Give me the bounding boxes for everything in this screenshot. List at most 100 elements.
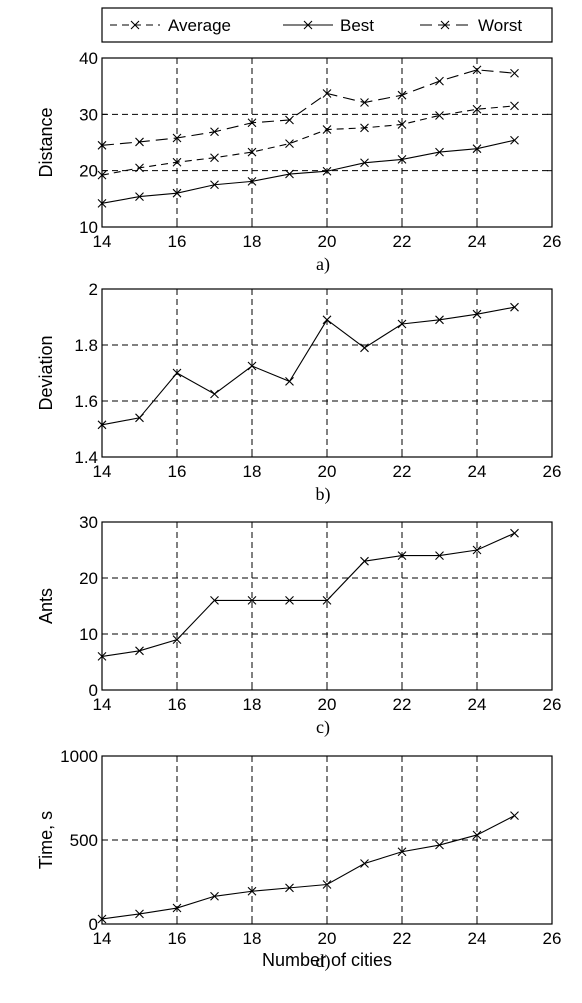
data-point-marker — [285, 377, 294, 386]
data-point-marker — [322, 315, 332, 325]
panel-caption: b) — [316, 484, 331, 505]
data-point-marker — [97, 140, 107, 150]
series-line-worst — [101, 69, 515, 146]
data-point-marker — [97, 652, 107, 661]
y-axis-label: Ants — [36, 588, 56, 624]
chart-panel-4: 14 16 18 20 22 24 26 0 500 1000 Time, s Number of c… — [36, 747, 561, 972]
x-tick-label: 26 — [543, 929, 562, 948]
data-point-marker — [135, 909, 144, 919]
data-point-marker — [472, 65, 482, 75]
data-point-marker — [397, 847, 407, 857]
y-tick-label: 2 — [89, 280, 98, 299]
x-tick-label: 22 — [393, 695, 412, 714]
x-tick-label: 20 — [318, 929, 337, 948]
data-point-marker — [210, 596, 219, 605]
data-point-marker — [172, 188, 182, 198]
data-point-marker — [472, 144, 482, 154]
data-point-marker — [247, 361, 257, 371]
x-tick-label: 26 — [543, 462, 562, 481]
x-tick-label: 24 — [468, 232, 487, 251]
x-tick-label: 16 — [168, 462, 187, 481]
legend-marker — [130, 20, 140, 30]
data-point-marker — [435, 840, 444, 850]
data-point-marker — [97, 198, 107, 208]
data-point-marker — [360, 859, 369, 868]
data-point-marker — [397, 90, 407, 100]
data-point-marker — [97, 914, 107, 924]
x-tick-label: 18 — [243, 232, 262, 251]
x-tick-label: 14 — [93, 232, 112, 251]
data-point-marker — [510, 528, 519, 538]
y-tick-label: 30 — [79, 513, 98, 532]
y-tick-label: 1.8 — [74, 336, 98, 355]
data-point-marker — [135, 192, 144, 201]
x-tick-label: 18 — [243, 929, 262, 948]
data-point-marker — [397, 551, 407, 560]
y-tick-label: 10 — [79, 218, 98, 237]
data-point-marker — [210, 180, 219, 190]
legend-label: Best — [340, 16, 374, 35]
data-point-marker — [285, 596, 294, 605]
data-point-marker — [397, 120, 407, 129]
x-tick-label: 14 — [93, 462, 112, 481]
data-point-marker — [172, 635, 182, 644]
panel-caption: d) — [316, 951, 331, 972]
data-point-marker — [210, 891, 219, 901]
data-point-marker — [510, 302, 519, 312]
data-point-marker — [397, 319, 407, 329]
data-point-marker — [360, 556, 369, 566]
y-axis-label: Time, s — [36, 811, 56, 869]
legend-label: Worst — [478, 16, 522, 35]
series-line-best — [101, 139, 515, 204]
data-point-marker — [435, 315, 444, 325]
x-tick-label: 20 — [318, 462, 337, 481]
data-point-marker — [172, 157, 182, 167]
data-point-marker — [510, 135, 519, 145]
data-point-marker — [435, 551, 444, 560]
chart-panel-3: 14 16 18 20 22 24 26 0 10 20 30 Ants c) — [36, 513, 561, 738]
series-line — [101, 815, 515, 920]
data-point-marker — [247, 886, 257, 896]
data-point-marker — [322, 166, 332, 176]
x-tick-label: 24 — [468, 695, 487, 714]
data-point-marker — [435, 111, 444, 120]
data-point-marker — [285, 115, 294, 125]
data-point-marker — [247, 147, 257, 157]
data-point-marker — [210, 153, 219, 163]
chart-panel-1: 14 16 18 20 22 24 26 10 20 30 40 Distance a) Average B… — [36, 7, 561, 275]
panel-caption: a) — [316, 254, 330, 275]
data-point-marker — [97, 170, 107, 180]
x-tick-label: 18 — [243, 695, 262, 714]
x-axis-label: Number of cities — [262, 950, 392, 970]
data-point-marker — [172, 903, 182, 913]
y-tick-label: 20 — [79, 162, 98, 181]
series-line — [101, 532, 515, 657]
y-tick-label: 30 — [79, 105, 98, 124]
data-point-marker — [360, 343, 369, 353]
data-point-marker — [285, 883, 294, 893]
data-point-marker — [97, 420, 107, 430]
data-point-marker — [322, 89, 332, 98]
data-point-marker — [397, 155, 407, 164]
series-line-average — [101, 105, 515, 176]
data-point-marker — [510, 68, 519, 78]
x-tick-label: 20 — [318, 232, 337, 251]
data-point-marker — [285, 169, 294, 179]
x-tick-label: 16 — [168, 929, 187, 948]
data-point-marker — [360, 98, 369, 107]
x-tick-label: 26 — [543, 695, 562, 714]
x-tick-label: 16 — [168, 232, 187, 251]
data-point-marker — [247, 596, 257, 605]
data-point-marker — [510, 101, 519, 111]
data-point-marker — [472, 830, 482, 840]
x-tick-label: 18 — [243, 462, 262, 481]
y-axis-label: Distance — [36, 107, 56, 177]
data-point-marker — [322, 125, 332, 134]
series-line — [101, 306, 515, 426]
data-point-marker — [472, 545, 482, 555]
y-tick-label: 1.4 — [74, 448, 98, 467]
data-point-marker — [135, 163, 144, 173]
legend: Average Best Worst — [101, 7, 553, 43]
data-point-marker — [210, 389, 219, 399]
